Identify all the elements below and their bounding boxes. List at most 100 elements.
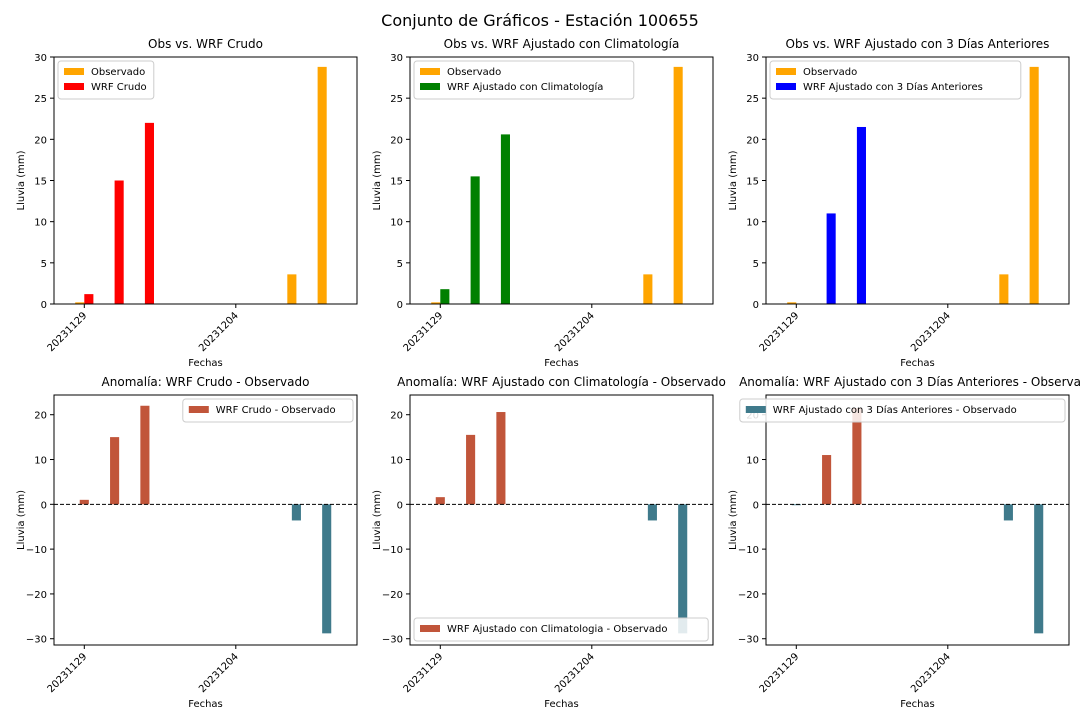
bar-wrf-crudo-observado-20231207 <box>322 504 332 634</box>
y-tick-label: −10 <box>382 545 403 556</box>
chart-panel-6: Anomalía: WRF Ajustado con 3 Días Anteri… <box>728 375 1080 710</box>
legend: WRF Ajustado con 3 Días Anteriores - Obs… <box>739 398 1066 423</box>
y-tick-label: 0 <box>397 300 403 311</box>
bar-wrf-crudo-20231130 <box>114 180 124 304</box>
x-axis-label: Fechas <box>188 699 223 710</box>
y-tick-label: 15 <box>34 177 47 188</box>
legend-box <box>182 398 354 423</box>
y-tick-label: 20 <box>746 135 759 146</box>
y-tick-label: 5 <box>753 259 759 270</box>
y-tick-label: 25 <box>746 94 759 105</box>
y-axis-label: Lluvia (mm) <box>16 150 27 210</box>
bar-wrf-crudo-observado-20231129 <box>79 499 89 505</box>
x-axis-label: Fechas <box>188 358 223 369</box>
bar-wrf-ajustado-con-3-d-as-anteriores-observado-20231207 <box>1034 504 1044 634</box>
y-tick-label: 0 <box>41 500 47 511</box>
bar-observado-20231206 <box>999 274 1009 304</box>
y-tick-label: 20 <box>390 411 403 422</box>
legend: Observado WRF Ajustado con 3 Días Anterio… <box>769 60 1022 100</box>
bar-wrf-ajustado-con-climatolog-a-20231130 <box>470 176 480 304</box>
bar-wrf-ajustado-con-3-d-as-anteriores-20231130 <box>826 213 836 304</box>
y-tick-label: 5 <box>41 259 47 270</box>
bar-wrf-crudo-20231129 <box>84 294 94 304</box>
x-tick-label: 20231129 <box>758 310 802 354</box>
x-tick-label: 20231204 <box>197 651 241 695</box>
legend-swatch <box>776 68 796 75</box>
legend-swatch <box>64 68 84 75</box>
chart-panel-1: Obs vs. WRF Crudo 0 5 10 15 20 25 30 20231129 202… <box>16 37 358 369</box>
y-tick-label: −20 <box>738 590 759 601</box>
legend-swatch <box>776 83 796 90</box>
legend-label: WRF Ajustado con Climatología <box>447 81 603 93</box>
y-tick-label: 0 <box>753 300 759 311</box>
bar-observado-20231129 <box>431 302 441 304</box>
axes-frame <box>409 394 714 646</box>
legend-swatch <box>745 406 766 413</box>
x-tick-label: 20231204 <box>197 310 241 354</box>
x-tick-label: 20231129 <box>46 651 90 695</box>
bar-wrf-ajustado-con-climatologia-observado-20231129 <box>435 497 445 505</box>
bar-wrf-ajustado-con-climatolog-a-20231129 <box>440 289 450 304</box>
bar-wrf-ajustado-con-climatologia-observado-20231201 <box>496 412 506 505</box>
bar-wrf-ajustado-con-climatologia-observado-20231130 <box>466 434 476 505</box>
bar-wrf-ajustado-con-3-d-as-anteriores-20231201 <box>856 126 866 304</box>
bar-wrf-ajustado-con-climatolog-a-20231201 <box>500 134 510 304</box>
bar-wrf-ajustado-con-3-d-as-anteriores-observado-20231206 <box>1003 504 1013 521</box>
bar-observado-20231207 <box>673 66 683 304</box>
legend: WRF Crudo - Observado <box>182 398 354 423</box>
bar-observado-20231129 <box>75 302 85 304</box>
legend-box <box>413 60 635 100</box>
legend: WRF Ajustado con Climatologia - Observad… <box>413 617 709 642</box>
y-tick-label: −10 <box>26 545 47 556</box>
y-axis-label: Lluvia (mm) <box>372 150 383 210</box>
legend-swatch <box>64 83 84 90</box>
y-tick-label: 25 <box>390 94 403 105</box>
y-tick-label: 30 <box>390 53 403 64</box>
x-axis-label: Fechas <box>544 699 579 710</box>
legend-label: WRF Ajustado con Climatologia - Observad… <box>447 624 668 635</box>
bar-wrf-ajustado-con-climatologia-observado-20231207 <box>678 504 688 634</box>
chart-title: Anomalía: WRF Crudo - Observado <box>102 375 310 389</box>
y-tick-label: 10 <box>746 456 759 467</box>
legend-box <box>413 617 709 642</box>
legend-label: WRF Crudo <box>91 82 147 93</box>
y-tick-label: 30 <box>746 53 759 64</box>
bar-observado-20231207 <box>1029 66 1039 304</box>
y-axis-label: Lluvia (mm) <box>372 490 383 550</box>
x-tick-label: 20231204 <box>909 310 953 354</box>
y-tick-label: 0 <box>753 500 759 511</box>
y-tick-label: −30 <box>26 635 47 646</box>
chart-panel-3: Obs vs. WRF Ajustado con 3 Días Anterior… <box>728 37 1070 369</box>
y-tick-label: 5 <box>397 259 403 270</box>
y-tick-label: 0 <box>41 300 47 311</box>
legend-label: WRF Crudo - Observado <box>216 405 336 416</box>
legend: Observado WRF Crudo <box>57 60 155 100</box>
chart-title: Obs vs. WRF Crudo <box>148 37 263 51</box>
x-tick-label: 20231129 <box>758 651 802 695</box>
y-tick-label: 10 <box>34 456 47 467</box>
chart-panel-5: Anomalía: WRF Ajustado con Climatología … <box>372 375 726 710</box>
x-axis-label: Fechas <box>544 358 579 369</box>
bar-wrf-crudo-20231201 <box>144 122 154 304</box>
y-tick-label: 20 <box>34 411 47 422</box>
axes-frame <box>53 394 358 646</box>
legend-box <box>769 60 1022 100</box>
y-tick-label: −20 <box>382 590 403 601</box>
chart-title: Obs vs. WRF Ajustado con 3 Días Anterior… <box>786 37 1050 51</box>
y-axis-label: Lluvia (mm) <box>728 150 739 210</box>
legend-swatch <box>420 83 440 90</box>
chart-title: Obs vs. WRF Ajustado con Climatología <box>444 37 680 51</box>
y-tick-label: 0 <box>397 500 403 511</box>
bar-observado-20231207 <box>317 66 327 304</box>
y-tick-label: 10 <box>390 218 403 229</box>
legend-swatch <box>188 406 209 413</box>
legend: Observado WRF Ajustado con Climatología <box>413 60 635 100</box>
x-tick-label: 20231129 <box>402 651 446 695</box>
legend-box <box>739 398 1066 423</box>
axes-frame <box>765 394 1070 646</box>
y-tick-label: 10 <box>746 218 759 229</box>
x-axis-label: Fechas <box>900 358 935 369</box>
y-tick-label: 20 <box>390 135 403 146</box>
chart-panel-2: Obs vs. WRF Ajustado con Climatología 0 5 1… <box>372 37 714 369</box>
